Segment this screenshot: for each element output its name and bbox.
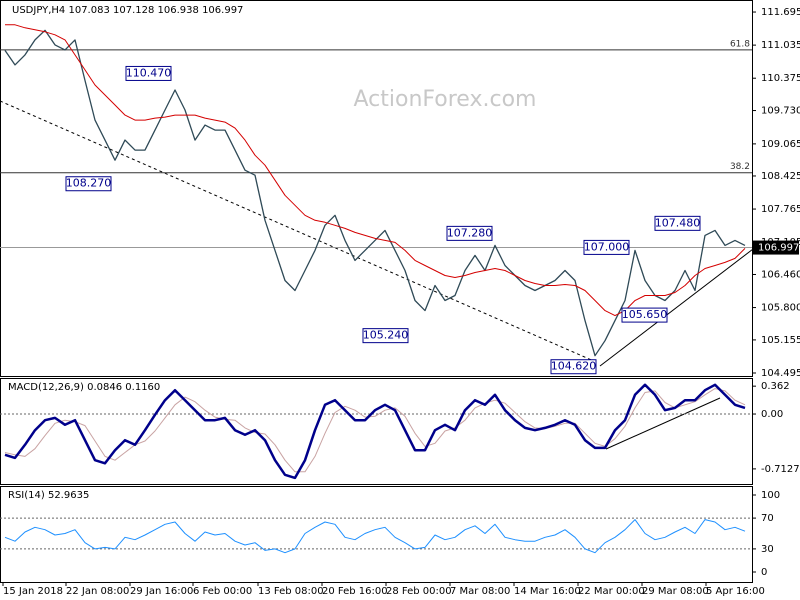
last-price-box xyxy=(753,240,799,255)
watermark: ActionForex.com xyxy=(354,87,537,112)
trendline xyxy=(605,397,721,450)
y-tick-label: 111.695 xyxy=(761,7,800,18)
y-tick-label: 105.155 xyxy=(761,335,800,346)
annotation-label: 107.280 xyxy=(447,226,493,239)
price-frame xyxy=(0,0,753,377)
annotation-label: 105.240 xyxy=(363,329,409,342)
x-tick-label: 20 Feb 16:00 xyxy=(322,586,388,597)
macd-frame xyxy=(0,378,753,485)
y-tick-label: 104.495 xyxy=(761,368,800,379)
trendline xyxy=(599,245,758,367)
y-tick-label: 111.035 xyxy=(761,40,800,51)
series-line xyxy=(4,383,746,480)
series-line xyxy=(4,29,746,357)
annotation-box xyxy=(550,359,597,375)
annotation-box xyxy=(654,215,701,231)
y-tick-label: -0.7127 xyxy=(761,464,800,475)
y-tick-label: 109.730 xyxy=(761,106,800,117)
annotation-label: 105.650 xyxy=(622,308,668,321)
x-tick-label: 14 Mar 16:00 xyxy=(514,586,581,597)
annotation-box xyxy=(65,176,112,192)
y-tick-label: 109.065 xyxy=(761,139,800,150)
y-tick-label: 0.362 xyxy=(761,381,790,392)
x-tick-label: 29 Mar 08:00 xyxy=(642,586,709,597)
x-tick-label: 5 Apr 16:00 xyxy=(706,586,765,597)
fib-label: 61.8 xyxy=(730,39,750,49)
series-line xyxy=(4,519,746,554)
chart-title: USDJPY,H4 107.083 107.128 106.938 106.99… xyxy=(12,5,243,16)
y-tick-label: 106.460 xyxy=(761,269,800,280)
annotation-label: 107.480 xyxy=(655,216,701,229)
fib-label: 38.2 xyxy=(730,162,750,172)
annotation-box xyxy=(362,328,409,344)
annotation-label: 107.000 xyxy=(584,240,630,253)
y-tick-label: 100 xyxy=(761,490,780,501)
x-tick-label: 28 Feb 00:00 xyxy=(386,586,452,597)
y-tick-label: 107.765 xyxy=(761,204,800,215)
annotation-label: 110.470 xyxy=(126,66,172,79)
y-tick-label: 30 xyxy=(761,544,774,555)
y-tick-label: 70 xyxy=(761,513,774,524)
y-tick-label: 0 xyxy=(761,567,767,578)
y-tick-label: 110.375 xyxy=(761,73,800,84)
x-tick-label: 22 Jan 08:00 xyxy=(66,586,129,597)
y-tick-label: 105.800 xyxy=(761,303,800,314)
x-tick-label: 15 Jan 2018 xyxy=(3,586,63,597)
annotation-box xyxy=(583,239,630,255)
y-tick-label: 108.425 xyxy=(761,171,800,182)
x-tick-label: 22 Mar 00:00 xyxy=(578,586,645,597)
series-line xyxy=(4,388,746,473)
annotation-box xyxy=(125,65,172,81)
x-tick-label: 7 Mar 08:00 xyxy=(450,586,510,597)
x-tick-label: 29 Jan 16:00 xyxy=(130,586,193,597)
rsi-frame xyxy=(0,486,753,583)
x-tick-label: 6 Feb 00:00 xyxy=(193,586,252,597)
macd-title: MACD(12,26,9) 0.0846 0.1160 xyxy=(8,382,160,393)
rsi-title: RSI(14) 52.9635 xyxy=(8,490,89,501)
annotation-box xyxy=(446,225,493,241)
annotation-label: 108.270 xyxy=(66,177,112,190)
x-tick-label: 13 Feb 08:00 xyxy=(258,586,324,597)
annotation-label: 104.620 xyxy=(551,360,597,373)
annotation-box xyxy=(621,307,668,323)
last-price-label: 106.997 xyxy=(758,243,799,254)
trendline xyxy=(0,100,597,363)
y-tick-label: 0.00 xyxy=(761,409,783,420)
